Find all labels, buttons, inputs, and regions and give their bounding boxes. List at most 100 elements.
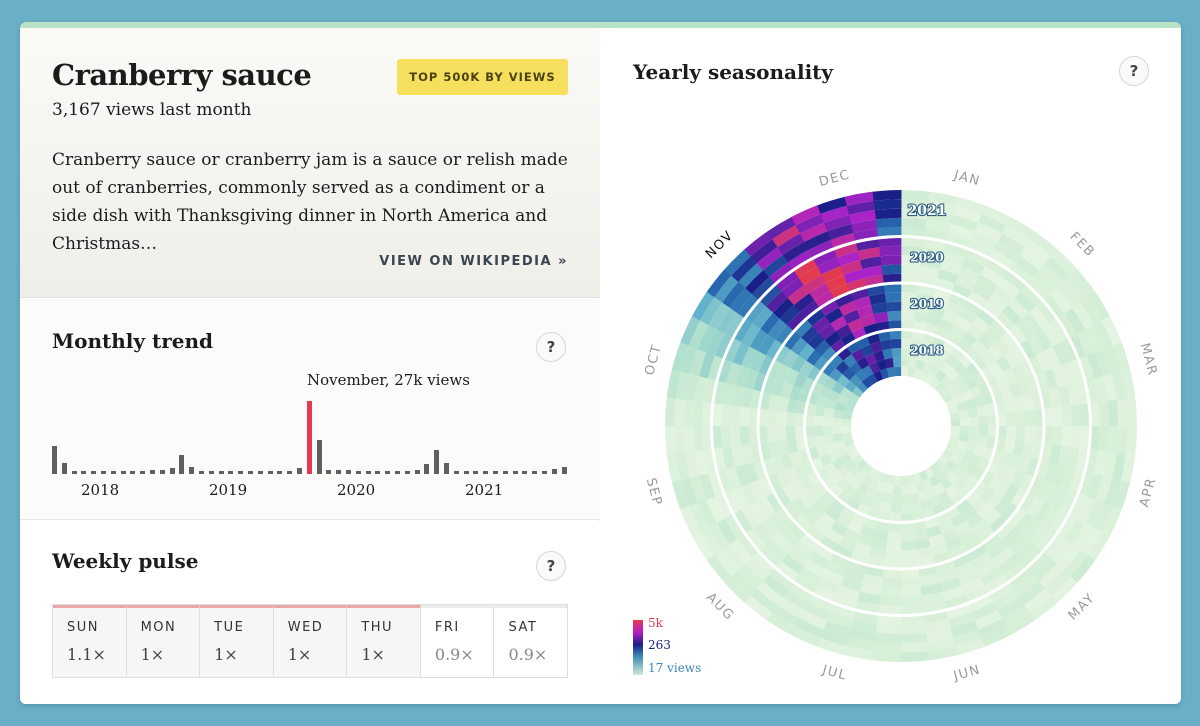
monthly-bar[interactable] xyxy=(395,471,400,474)
monthly-bar[interactable] xyxy=(424,463,430,474)
monthly-bar[interactable] xyxy=(169,468,175,474)
seasonality-help-button[interactable]: ? xyxy=(1119,56,1149,86)
monthly-bar[interactable] xyxy=(522,471,528,474)
heatmap-cell xyxy=(767,409,778,426)
monthly-bar[interactable] xyxy=(208,471,214,474)
monthly-bar[interactable] xyxy=(52,445,57,474)
heatmap-cell xyxy=(816,394,829,408)
heatmap-cell xyxy=(977,618,1007,639)
weekday-cell-mon: MON 1× xyxy=(126,605,201,677)
heatmap-cell xyxy=(973,395,986,408)
heatmap-cell xyxy=(1086,352,1104,379)
monthly-bar[interactable] xyxy=(199,471,204,474)
monthly-bar[interactable] xyxy=(110,471,116,474)
monthly-bar[interactable] xyxy=(81,471,87,474)
monthly-bar[interactable] xyxy=(316,440,322,474)
monthly-bar[interactable] xyxy=(248,471,253,474)
monthly-bar[interactable] xyxy=(453,471,459,474)
heatmap-cell xyxy=(964,346,981,363)
monthly-bar[interactable] xyxy=(228,471,234,474)
monthly-bar[interactable] xyxy=(297,468,302,474)
heatmap-cell xyxy=(1006,412,1017,427)
heatmap-cell xyxy=(807,470,822,487)
monthly-bar[interactable] xyxy=(150,470,155,474)
monthly-bar[interactable] xyxy=(277,471,283,474)
monthly-bar[interactable] xyxy=(561,466,567,474)
heatmap-cell xyxy=(844,459,857,472)
heatmap-cell xyxy=(842,411,853,420)
heatmap-cell xyxy=(915,359,926,371)
heatmap-cell xyxy=(965,442,977,454)
heatmap-cell xyxy=(893,366,902,377)
monthly-bar[interactable] xyxy=(120,471,126,474)
monthly-bar[interactable] xyxy=(444,462,449,474)
heatmap-cell xyxy=(900,484,910,495)
monthly-bar[interactable] xyxy=(336,470,342,474)
heatmap-cell xyxy=(800,325,819,344)
heatmap-cell xyxy=(706,496,725,523)
heatmap-cell xyxy=(1049,318,1069,343)
weekly-help-button[interactable]: ? xyxy=(536,551,566,581)
monthly-bar[interactable] xyxy=(267,471,273,474)
monthly-bar[interactable] xyxy=(159,470,165,474)
monthly-bar[interactable] xyxy=(140,471,146,474)
heatmap-cell xyxy=(966,323,984,340)
heatmap-cell xyxy=(766,339,784,360)
monthly-bar[interactable] xyxy=(463,471,469,474)
monthly-bar[interactable] xyxy=(375,471,381,474)
heatmap-cell xyxy=(1064,307,1086,334)
heatmap-cell xyxy=(1008,453,1022,471)
monthly-bar[interactable] xyxy=(189,467,195,474)
heatmap-cell xyxy=(949,411,960,421)
monthly-bar[interactable] xyxy=(61,462,67,474)
heatmap-cell xyxy=(806,485,822,503)
heatmap-cell xyxy=(711,402,723,426)
monthly-help-button[interactable]: ? xyxy=(536,332,566,362)
heatmap-cell xyxy=(675,451,690,481)
heatmap-cell xyxy=(1125,426,1137,455)
heatmap-cell xyxy=(949,453,962,466)
heatmap-cell xyxy=(942,392,954,403)
monthly-bar[interactable] xyxy=(130,471,136,474)
monthly-bar[interactable] xyxy=(483,471,489,474)
monthly-bar[interactable] xyxy=(385,471,391,474)
heatmap-cell xyxy=(834,544,854,560)
monthly-bar[interactable] xyxy=(512,471,518,474)
monthly-bar[interactable] xyxy=(91,471,97,474)
monthly-bar[interactable] xyxy=(365,471,371,474)
monthly-bar[interactable] xyxy=(434,450,440,474)
monthly-bar[interactable] xyxy=(238,471,244,474)
heatmap-cell xyxy=(891,494,901,504)
monthly-bar[interactable] xyxy=(414,470,420,474)
heatmap-cell xyxy=(949,513,967,529)
heatmap-cell xyxy=(980,266,1004,286)
monthly-bar[interactable] xyxy=(257,471,263,474)
monthly-bar[interactable] xyxy=(71,471,77,474)
ring-year-label-2021: 2021 xyxy=(908,203,947,219)
heatmap-cell xyxy=(937,348,951,362)
monthly-bar[interactable] xyxy=(179,454,185,474)
heatmap-cell xyxy=(734,464,750,487)
monthly-bar[interactable] xyxy=(287,470,293,474)
monthly-bar[interactable] xyxy=(542,470,547,474)
weekday-multiplier: 0.9× xyxy=(508,645,548,664)
monthly-bar[interactable] xyxy=(473,471,479,474)
heatmap-cell xyxy=(745,300,767,324)
heatmap-cell xyxy=(823,407,835,418)
monthly-bar[interactable] xyxy=(218,471,224,474)
monthly-bar[interactable] xyxy=(404,471,410,474)
monthly-bar[interactable] xyxy=(101,471,106,474)
monthly-bar[interactable] xyxy=(532,471,538,474)
monthly-bar[interactable] xyxy=(355,471,361,474)
monthly-bar[interactable] xyxy=(346,470,351,474)
view-on-wikipedia-link[interactable]: VIEW ON WIKIPEDIA » xyxy=(379,254,568,269)
monthly-bar[interactable] xyxy=(551,469,557,474)
heatmap-cell xyxy=(698,473,716,500)
heatmap-cell xyxy=(875,623,901,635)
monthly-bar[interactable] xyxy=(493,471,498,474)
monthly-bar[interactable] xyxy=(306,401,312,474)
heatmap-cell xyxy=(1010,488,1028,508)
monthly-bar[interactable] xyxy=(502,471,508,474)
heatmap-cell xyxy=(910,501,922,513)
monthly-bar[interactable] xyxy=(326,470,332,474)
